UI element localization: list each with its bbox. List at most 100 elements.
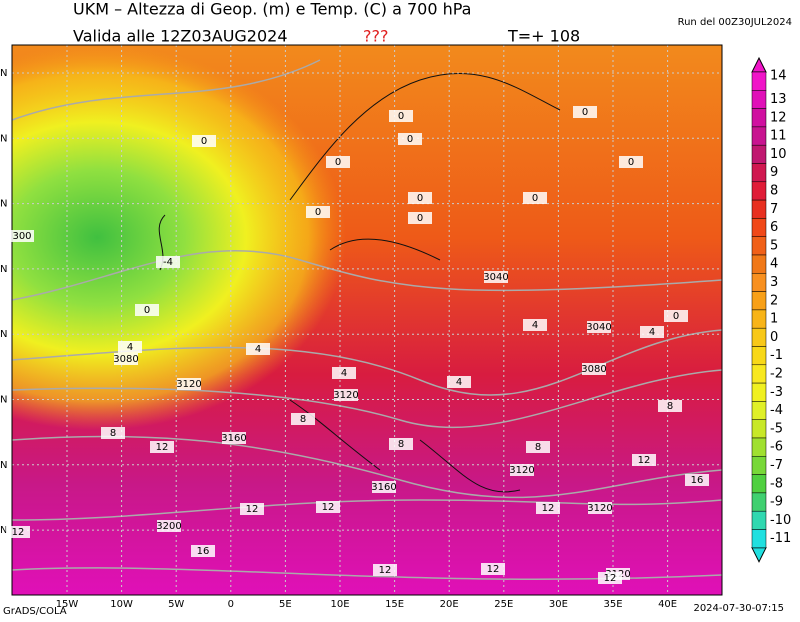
- contour-label-bg: [523, 192, 547, 204]
- contour-label-bg: [640, 326, 664, 338]
- contour-label-bg: [135, 304, 159, 316]
- colorbar-box: [751, 90, 767, 109]
- colorbar-box: [751, 254, 767, 274]
- contour-label: 12: [12, 527, 25, 538]
- contour-label: 0: [398, 111, 404, 122]
- colorbar-box: [751, 236, 767, 256]
- colorbar-box: [751, 456, 767, 475]
- contour-label: 8: [398, 439, 404, 450]
- colorbar-label: 14: [770, 69, 787, 84]
- latitude-label: N: [0, 199, 7, 210]
- map: [11, 44, 723, 596]
- contour-label-bg: [240, 503, 264, 515]
- contour-label-bg: [389, 110, 413, 122]
- contour-label-bg: [191, 545, 215, 557]
- contour-label-bg: [447, 376, 471, 388]
- contour-label-bg: [6, 526, 30, 538]
- contour-label: 12: [156, 442, 169, 453]
- colorbar-label: -1: [770, 348, 783, 363]
- latitude-label: N: [0, 264, 7, 275]
- colorbar-box: [751, 474, 767, 494]
- colorbar-box: [751, 382, 767, 402]
- contour-label: 3080: [581, 364, 606, 375]
- contour-label: 4: [649, 327, 655, 338]
- contour-label: 0: [417, 213, 423, 224]
- longitude-label: 35E: [603, 599, 622, 610]
- contour-label-bg: [523, 319, 547, 331]
- contour-label: 4: [532, 320, 538, 331]
- longitude-label: 10E: [330, 599, 349, 610]
- colorbar-label: -9: [770, 495, 783, 510]
- colorbar-label: -4: [770, 403, 783, 418]
- colorbar-label: 8: [770, 183, 778, 198]
- forecast-step: T=+ 108: [507, 27, 580, 46]
- contour-label: 3120: [587, 503, 612, 514]
- colorbar-label: 6: [770, 220, 778, 235]
- contour-label: 12: [542, 503, 555, 514]
- colorbar-label: 2: [770, 293, 778, 308]
- valid-time: Valida alle 12Z03AUG2024: [73, 27, 288, 46]
- contour-label-bg: [150, 441, 174, 453]
- contour-label-bg: [658, 400, 682, 412]
- contour-label-bg: [334, 389, 358, 401]
- contour-label: 0: [417, 193, 423, 204]
- colorbar-box: [751, 364, 767, 384]
- contour-label: 3040: [483, 272, 508, 283]
- contour-label-bg: [316, 501, 340, 513]
- contour-label: 0: [201, 136, 207, 147]
- colorbar-box: [751, 273, 767, 292]
- longitude-label: 5W: [168, 599, 184, 610]
- contour-label-bg: [619, 156, 643, 168]
- contour-label: 12: [246, 504, 259, 515]
- colorbar-box: [751, 492, 767, 512]
- contour-label-bg: [481, 563, 505, 575]
- colorbar-box: [751, 419, 767, 439]
- colorbar-label: -8: [770, 476, 783, 491]
- contour-label: 3160: [371, 482, 396, 493]
- contour-label-bg: [398, 133, 422, 145]
- colorbar-label: 0: [770, 330, 778, 345]
- colorbar-arrow-bottom: [751, 547, 767, 563]
- colorbar-box: [751, 126, 767, 146]
- latitude-label: N: [0, 329, 7, 340]
- contour-label-bg: [526, 441, 550, 453]
- title: UKM – Altezza di Geop. (m) e Temp. (C) a…: [73, 0, 471, 19]
- contour-label-bg: [332, 367, 356, 379]
- contour-label-bg: [389, 438, 413, 450]
- contour-label-bg: [291, 413, 315, 425]
- colorbar-box: [751, 163, 767, 183]
- colorbar-box: [751, 401, 767, 420]
- contour-label-bg: [246, 343, 270, 355]
- latitude-label: N: [0, 395, 7, 406]
- colorbar-label: 7: [770, 202, 778, 217]
- coastlines: [158, 72, 561, 493]
- contour-label: -4: [163, 257, 173, 268]
- colorbar-label: 12: [770, 110, 787, 125]
- contour-label-bg: [685, 474, 709, 486]
- colorbar-label: 10: [770, 147, 787, 162]
- contour-label-bg: [588, 502, 612, 514]
- run-time: Run del 00Z30JUL2024: [678, 17, 792, 28]
- contour-label-bg: [510, 464, 534, 476]
- longitude-label: 25E: [494, 599, 513, 610]
- contour-label-bg: [118, 341, 142, 353]
- flag: ???: [363, 27, 388, 46]
- graticule: [12, 45, 722, 595]
- contour-label-bg: [306, 206, 330, 218]
- contour-label-bg: [372, 481, 396, 493]
- colorbar-box: [751, 346, 767, 366]
- colorbar-arrow-top: [751, 56, 767, 73]
- colorbar-label: -6: [770, 440, 783, 455]
- contour-label: 16: [197, 546, 210, 557]
- contour-label: 4: [456, 377, 462, 388]
- latitude-label: N: [0, 460, 7, 471]
- colorbar-box: [751, 199, 767, 219]
- colorbar-label: 13: [770, 92, 787, 107]
- contour-label: 4: [127, 342, 133, 353]
- longitude-label: 5E: [279, 599, 292, 610]
- longitude-label: 15E: [385, 599, 404, 610]
- contour-label: 16: [691, 475, 704, 486]
- contour-label: 0: [582, 107, 588, 118]
- colorbar-label: -5: [770, 421, 783, 436]
- colorbar-label: 11: [770, 129, 787, 144]
